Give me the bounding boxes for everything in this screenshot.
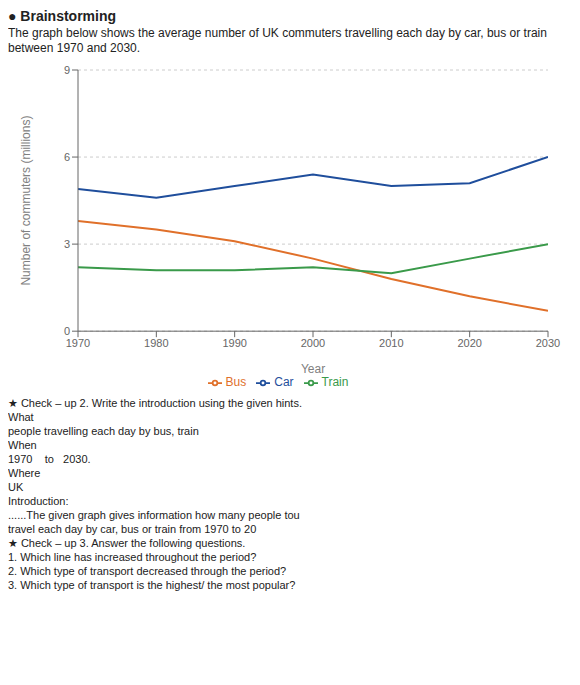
html-text:1970 to 2030.: 1970 to 2030. bbox=[8, 453, 91, 465]
svg-text:1990: 1990 bbox=[222, 337, 246, 349]
svg-text:1980: 1980 bbox=[144, 337, 168, 349]
html-text:★ Check – up 2. Write the intr: ★ Check – up 2. Write the introduction u… bbox=[8, 397, 302, 409]
svg-text:2020: 2020 bbox=[457, 337, 481, 349]
html-text:What: What bbox=[8, 411, 34, 423]
html-text:UK: UK bbox=[8, 481, 24, 493]
svg-text:2010: 2010 bbox=[379, 337, 403, 349]
html-text:Bus: Bus bbox=[225, 375, 247, 390]
svg-text:6: 6 bbox=[64, 151, 70, 163]
html-text:people travelling each day by: people travelling each day by bus, train bbox=[8, 425, 199, 437]
svg-text:3: 3 bbox=[64, 238, 70, 250]
html-text:2. Which type of transport dec: 2. Which type of transport decreased thr… bbox=[8, 565, 287, 577]
html-text:travel each day by car, bus or: travel each day by car, bus or train fro… bbox=[8, 523, 257, 535]
svg-text:2000: 2000 bbox=[301, 337, 325, 349]
html-text:★ Check – up 3. Answer the fol: ★ Check – up 3. Answer the following que… bbox=[8, 537, 246, 549]
svg-text:0: 0 bbox=[64, 325, 70, 337]
html-text:Train: Train bbox=[321, 375, 349, 390]
svg-text:Number of commuters (millions): Number of commuters (millions) bbox=[19, 116, 33, 286]
html-text:Introduction:: Introduction: bbox=[8, 495, 69, 507]
svg-text:2030: 2030 bbox=[536, 337, 560, 349]
html-text:......The given graph gives in: ......The given graph gives information … bbox=[8, 509, 300, 521]
html-text:● Brainstorming: ● Brainstorming bbox=[8, 8, 116, 24]
html-text:1. Which line has increased th: 1. Which line has increased throughout t… bbox=[8, 551, 257, 563]
svg-text:1970: 1970 bbox=[66, 337, 90, 349]
html-text:The graph below shows the aver: The graph below shows the average number… bbox=[8, 26, 547, 55]
svg-text:Year: Year bbox=[301, 362, 325, 376]
html-text:Where: Where bbox=[8, 467, 41, 479]
html-text:When: When bbox=[8, 439, 37, 451]
svg-text:9: 9 bbox=[64, 64, 70, 76]
html-text:3. Which type of transport is: 3. Which type of transport is the highes… bbox=[8, 579, 296, 591]
html-text:Car: Car bbox=[274, 375, 294, 390]
